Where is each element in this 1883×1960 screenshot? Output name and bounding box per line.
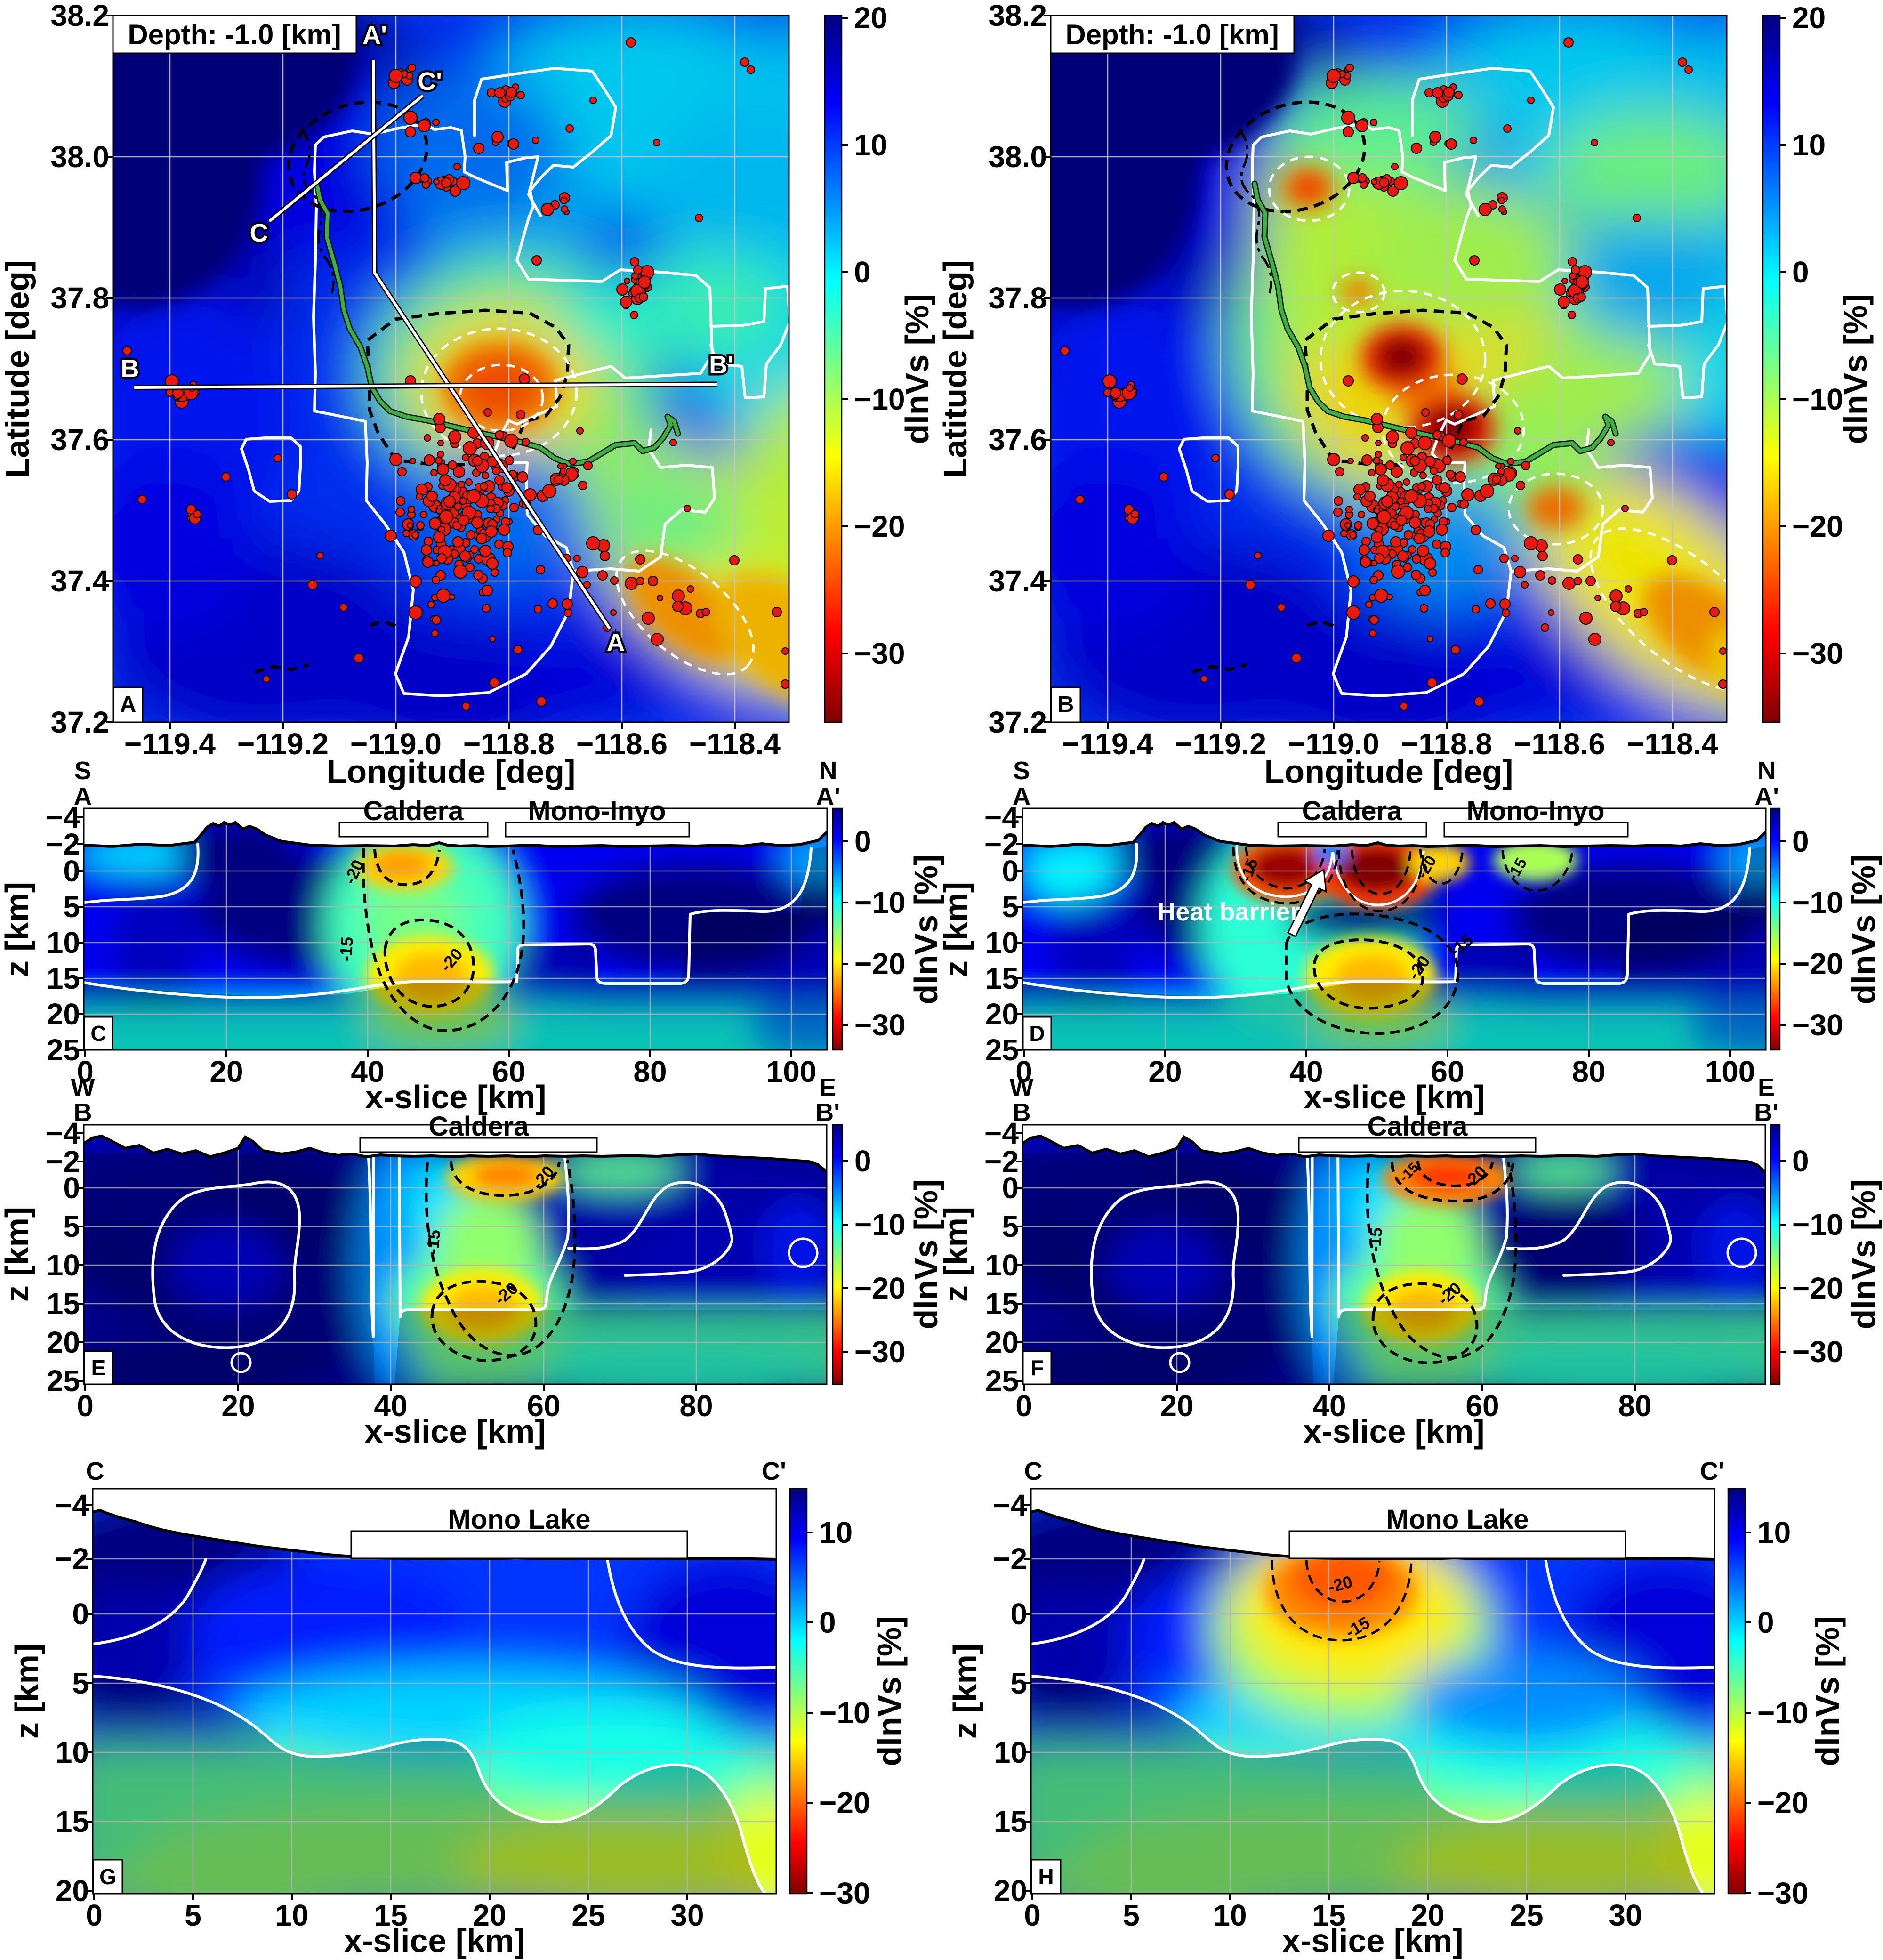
svg-text:A: A	[607, 629, 625, 657]
svg-text:-15: -15	[336, 936, 357, 962]
svg-text:-15: -15	[423, 1229, 444, 1255]
svg-text:A': A'	[362, 21, 387, 49]
svg-text:C': C'	[418, 67, 442, 96]
svg-text:-15: -15	[1365, 1226, 1386, 1252]
svg-text:B: B	[121, 355, 139, 383]
svg-text:Heat barrier: Heat barrier	[1157, 898, 1300, 926]
svg-text:B': B'	[709, 351, 733, 379]
svg-text:C: C	[250, 219, 268, 247]
